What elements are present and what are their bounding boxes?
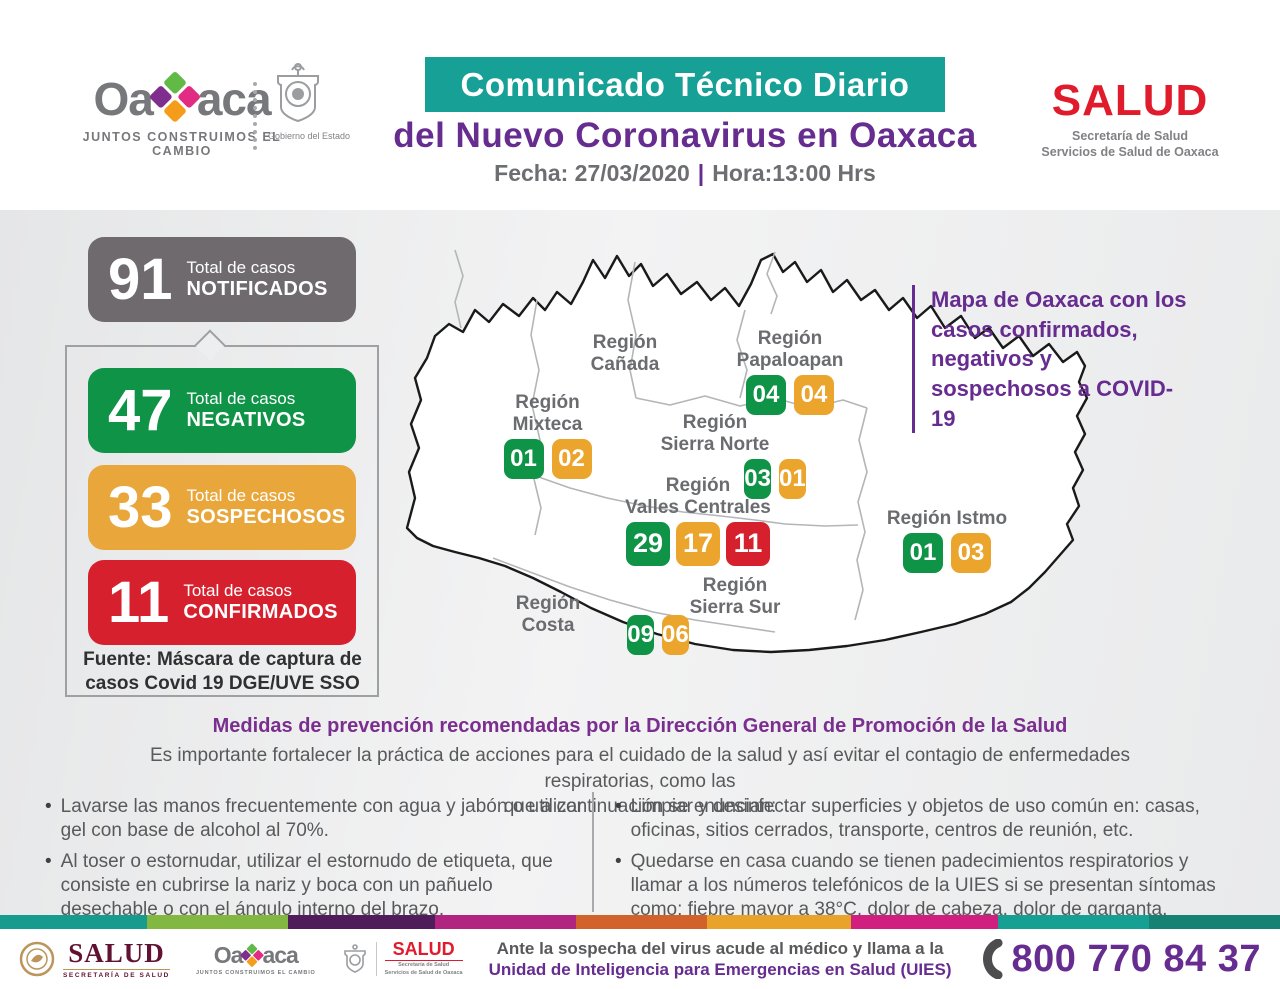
footer-oaxaca-tagline: JUNTOS CONSTRUIMOS EL CAMBIO (195, 970, 316, 976)
sospechosos-count: 33 (108, 474, 173, 540)
federal-salud-sub: SECRETARÍA DE SALUD (62, 968, 170, 979)
map-region-valles-centrales: Región Valles Centrales 29 17 11 (603, 475, 793, 566)
confirmados-label-bottom: CONFIRMADOS (183, 600, 338, 623)
state-seal: Gobierno del Estado (268, 62, 351, 141)
federal-salud-logo: SALUD SECRETARÍA DE SALUD (19, 937, 170, 979)
map-title: Mapa de Oaxaca con los casos confirmados… (912, 285, 1192, 434)
prevention-title: Medidas de prevención recomendadas por l… (212, 715, 1068, 737)
oaxaca-wordmark-left: Oa (93, 73, 153, 125)
confirmados-count: 11 (108, 569, 170, 635)
sospechosos-label-top: Total de casos (186, 486, 296, 506)
salud-sub-line1: Secretaría de Salud (1071, 129, 1189, 143)
footer-oaxaca-logo: Oa aca JUNTOS CONSTRUIMOS EL CAMBIO (195, 942, 316, 976)
confirmados-label-top: Total de casos (183, 581, 293, 601)
map-region-istmo: Región Istmo 01 03 (877, 508, 1017, 573)
federal-salud-wordmark: SALUD (68, 937, 165, 968)
case-badge-sospechosos: 01 (779, 458, 806, 499)
list-item: • Al toser o estornudar, utilizar el esto… (45, 850, 585, 923)
list-item: • Limpiar y desinfectar superficies y obj… (615, 795, 1243, 844)
hotline-notice: Ante la sospecha del virus acude al médi… (488, 938, 952, 979)
stripe-segment (1149, 915, 1280, 929)
federal-seal-icon (19, 941, 55, 977)
stripe-segment (707, 915, 851, 929)
oaxaca-x-icon (240, 942, 265, 968)
date-separator: | (697, 160, 705, 186)
stat-notified: 91 Total de casos NOTIFICADOS (88, 237, 356, 322)
stripe-segment (435, 915, 576, 929)
case-badge-negativos: 03 (744, 458, 771, 499)
salud-oaxaca-logo: SALUD Secretaría de Salud Servicios de S… (1030, 76, 1230, 161)
state-seal-icon (277, 63, 319, 123)
stripe-segment (147, 915, 288, 929)
page-subtitle: del Nuevo Coronavirus en Oaxaca (393, 116, 977, 155)
map-region-sierra-norte: Región Sierra Norte 03 01 (630, 412, 806, 499)
case-badge-negativos: 01 (503, 438, 544, 479)
phone-icon (982, 939, 1002, 979)
hotline-phone: 800 770 84 37 (978, 938, 1262, 981)
salud-sub-line2: Servicios de Salud de Oaxaca (1041, 145, 1219, 160)
notified-count: 91 (108, 246, 173, 312)
oaxaca-tagline: JUNTOS CONSTRUIMOS EL CAMBIO (82, 130, 282, 158)
page-title-banner: Comunicado Técnico Diario (425, 57, 945, 112)
negativos-count: 47 (108, 377, 173, 443)
logo-divider (375, 942, 377, 976)
date-label: Fecha: 27/03/2020 (494, 160, 690, 186)
map-region-canada: Región Cañada (590, 332, 660, 375)
case-badge-sospechosos: 06 (662, 614, 689, 655)
case-badge-sospechosos: 17 (676, 521, 720, 566)
notified-label-bottom: NOTIFICADOS (186, 277, 328, 300)
case-badge-confirmados: 11 (726, 521, 770, 566)
case-badge-negativos: 01 (903, 532, 943, 573)
footer-state-seal-icon (343, 944, 366, 973)
stripe-segment (288, 915, 435, 929)
case-badge-negativos: 09 (627, 614, 654, 655)
prevention-subtitle: Es importante fortalecer la práctica de … (149, 745, 1131, 818)
bullet-icon: • (45, 796, 52, 817)
stripe-segment (576, 915, 707, 929)
stripe-segment (998, 915, 1149, 929)
bullet-icon: • (615, 850, 622, 872)
negativos-label-bottom: NEGATIVOS (186, 408, 306, 431)
column-divider (592, 792, 594, 912)
stat-negativos: 47 Total de casos NEGATIVOS (88, 368, 356, 453)
oaxaca-wordmark-right: aca (196, 73, 272, 125)
main-content: 91 Total de casos NOTIFICADOS 47 Total d… (0, 210, 1280, 989)
case-badge-negativos: 04 (746, 374, 786, 415)
stat-confirmados: 11 Total de casos CONFIRMADOS (88, 560, 356, 645)
case-badge-sospechosos: 02 (551, 438, 592, 479)
phone-number: 800 770 84 37 (1011, 937, 1262, 980)
sospechosos-label-bottom: SOSPECHOSOS (186, 505, 346, 528)
map-region-mixteca: Región Mixteca 01 02 (485, 392, 610, 479)
dotted-divider (253, 82, 257, 150)
stripe-segment (851, 915, 998, 929)
case-badge-sospechosos: 04 (794, 374, 834, 415)
time-label: Hora:13:00 Hrs (712, 160, 876, 186)
oaxaca-x-icon (147, 70, 204, 128)
footer: SALUD SECRETARÍA DE SALUD Oa aca JUNTOS … (0, 929, 1280, 989)
color-stripe (0, 915, 1280, 929)
map-region-sierra-sur: Región Sierra Sur (689, 575, 781, 618)
oaxaca-map: Región Cañada Región Papaloapan 04 04 Regi… (385, 240, 1105, 705)
list-item: • Lavarse las manos frecuentemente con ag… (45, 795, 585, 844)
bullet-icon: • (615, 796, 622, 817)
case-badge-negativos: 29 (626, 521, 670, 566)
map-region-costa: Región Costa 09 06 (503, 593, 689, 655)
salud-wordmark: SALUD (1051, 76, 1209, 125)
title-block: Comunicado Técnico Diario del Nuevo Coro… (380, 57, 990, 187)
case-badge-sospechosos: 03 (951, 532, 991, 573)
footer-salud-wordmark: SALUD (392, 939, 455, 960)
data-source-note: Fuente: Máscara de captura de casos Covi… (83, 649, 362, 694)
map-region-papaloapan: Región Papaloapan 04 04 (715, 328, 865, 415)
stat-sospechosos: 33 Total de casos SOSPECHOSOS (88, 465, 356, 550)
stripe-segment (0, 915, 147, 929)
notified-label-top: Total de casos (186, 258, 296, 278)
footer-sso-logo: SALUD Secretaría de Salud Servicios de S… (342, 940, 463, 977)
date-time-line: Fecha: 27/03/2020 | Hora:13:00 Hrs (380, 160, 990, 187)
bullet-icon: • (45, 850, 52, 872)
seal-caption: Gobierno del Estado (268, 131, 351, 141)
header: Oa aca JUNTOS CONSTRUIMOS EL CAMBIO Gobi… (0, 0, 1280, 210)
negativos-label-top: Total de casos (186, 389, 296, 409)
oaxaca-logo: Oa aca JUNTOS CONSTRUIMOS EL CAMBIO (52, 70, 312, 158)
